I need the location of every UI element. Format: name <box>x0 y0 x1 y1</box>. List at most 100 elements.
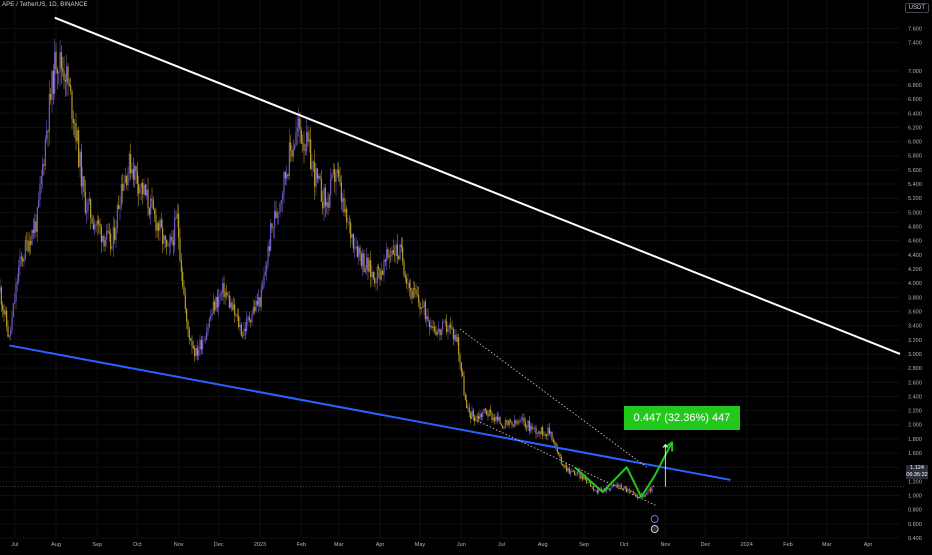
candle-body <box>276 213 278 219</box>
candle-body <box>238 315 240 328</box>
candle-body <box>279 203 281 213</box>
candle-body <box>35 221 37 233</box>
candle-body <box>303 143 305 151</box>
candle-body <box>302 142 304 144</box>
candle-body <box>320 178 322 202</box>
candle-body <box>95 224 97 226</box>
candle-body <box>128 153 130 173</box>
candle-body <box>443 321 445 323</box>
candle-body <box>204 339 206 341</box>
candle-body <box>446 321 448 332</box>
y-tick-label: 3.600 <box>908 309 922 315</box>
candle-body <box>339 176 341 183</box>
candle-body <box>587 482 589 483</box>
candle-body <box>336 169 338 173</box>
candle-body <box>472 410 474 417</box>
candle-body <box>168 242 170 247</box>
candle-body <box>572 470 574 472</box>
y-tick-label: 5.600 <box>908 168 922 174</box>
candle-body <box>108 231 110 234</box>
candle-body <box>463 375 465 396</box>
candle-body <box>180 260 182 272</box>
x-tick-label: Dec <box>214 542 224 548</box>
candle-body <box>560 457 562 464</box>
candle-body <box>23 258 25 262</box>
y-axis[interactable]: 7.600 7.400 7.000 6.800 6.600 6.400 6.200 6.000… <box>908 26 922 542</box>
candle-body <box>630 490 632 492</box>
candle-body <box>175 217 177 219</box>
candle-body <box>222 283 224 293</box>
candle-body <box>418 295 420 303</box>
candle-body <box>392 250 394 255</box>
y-tick-label: 5.000 <box>908 210 922 216</box>
candle-body <box>43 164 45 166</box>
candle-body <box>435 331 437 336</box>
candle-body <box>118 204 120 210</box>
candle-body <box>122 184 124 191</box>
candle-body <box>144 184 146 196</box>
candle-body <box>55 51 57 70</box>
candle-body <box>414 288 416 290</box>
candle-body <box>622 488 624 490</box>
candle-body <box>530 425 532 432</box>
candle-body <box>270 223 272 251</box>
candle-body <box>547 427 549 436</box>
candle-body <box>66 66 68 82</box>
candle-body <box>375 282 377 284</box>
candle-body <box>190 338 192 341</box>
candle-body <box>342 198 344 202</box>
candle-body <box>110 233 112 249</box>
candle-body <box>174 217 176 246</box>
candle-body <box>46 130 48 140</box>
candle-body <box>544 433 546 436</box>
candle-body <box>0 287 2 305</box>
candle-body <box>111 246 113 249</box>
x-axis[interactable]: Jul Aug Sep Oct Nov Dec 2023 Feb Mar Apr May Jun Jul… <box>11 542 872 548</box>
y-tick-label: 4.600 <box>908 239 922 245</box>
x-tick-label: Jul <box>498 542 505 548</box>
candle-body <box>87 201 89 211</box>
candle-body <box>512 424 514 426</box>
candle-body <box>318 175 320 179</box>
candle-body <box>188 329 190 339</box>
candle-body <box>442 321 444 330</box>
candle-body <box>151 198 153 201</box>
x-tick-label: Feb <box>297 542 306 548</box>
candle-body <box>595 489 597 491</box>
candle-body <box>646 493 648 495</box>
candle-body <box>508 420 510 426</box>
candle-body <box>130 153 132 174</box>
candle-body <box>243 328 245 336</box>
candle-body <box>154 209 156 215</box>
candle-body <box>583 475 585 480</box>
candle-body <box>390 255 392 257</box>
candle-body <box>376 266 378 283</box>
symbol-title[interactable]: APE / TetherUS, 1D, BINANCE <box>2 2 88 8</box>
candle-body <box>48 93 50 132</box>
currency-badge[interactable]: USDT <box>904 3 929 13</box>
candle-body <box>68 83 70 86</box>
candle-body <box>456 337 458 342</box>
bar-countdown: 06:35:22 <box>906 472 928 478</box>
candle-body <box>223 283 225 298</box>
candle-body <box>148 208 150 215</box>
candle-body <box>8 335 10 337</box>
candle-body <box>650 488 652 492</box>
candle-body <box>14 301 16 304</box>
candle-body <box>248 316 250 321</box>
candle-body <box>412 288 414 299</box>
candle-body <box>567 468 569 472</box>
y-tick-label: 7.600 <box>908 26 922 32</box>
candle-body <box>332 169 334 174</box>
candle-body <box>167 246 169 247</box>
projection-path <box>574 441 673 498</box>
candle-body <box>514 419 516 426</box>
candle-body <box>42 164 44 176</box>
candle-body <box>191 340 193 347</box>
candle-body <box>323 187 325 209</box>
candle-body <box>163 235 165 244</box>
candle-body <box>480 413 482 417</box>
candle-body <box>500 423 502 426</box>
